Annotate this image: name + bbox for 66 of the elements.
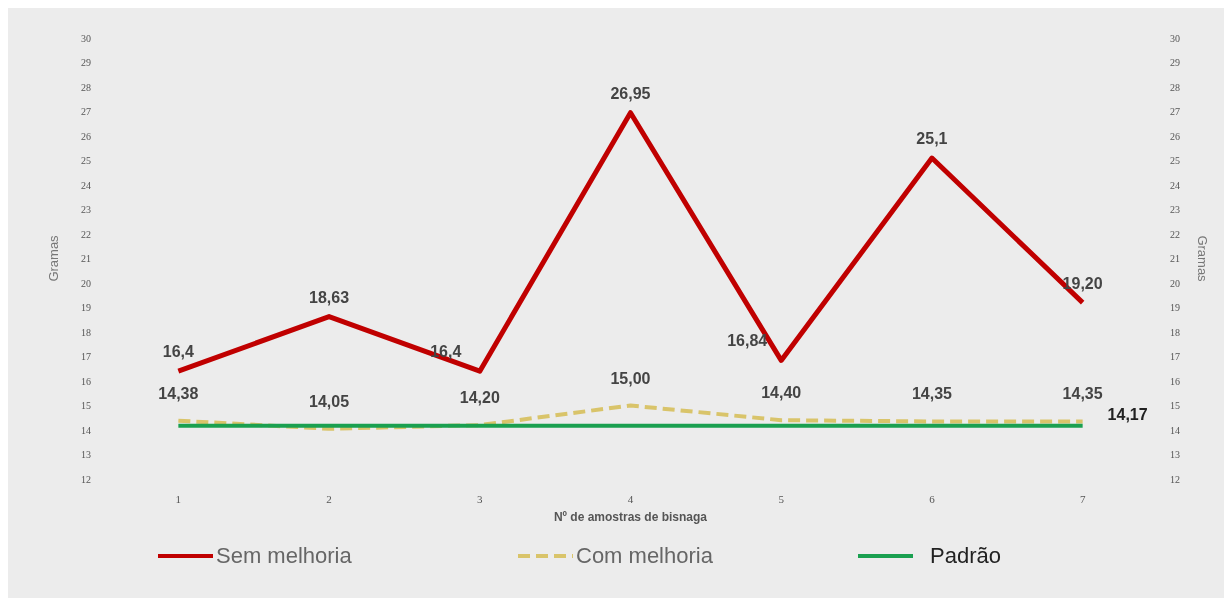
- y-tick-label: 19: [81, 302, 91, 313]
- data-label: 14,40: [761, 384, 802, 402]
- y-tick-label: 26: [81, 130, 91, 142]
- x-tick-label: 7: [1079, 493, 1086, 505]
- y2-axis-title: Gramas: [1195, 235, 1210, 283]
- x-tick-label: 1: [175, 493, 182, 505]
- x-tick-label: 6: [929, 493, 936, 505]
- data-label: 14,20: [459, 389, 500, 407]
- y2-tick-label: 17: [1170, 351, 1180, 362]
- y-tick-label: 15: [81, 400, 91, 411]
- y2-tick-label: 20: [1170, 277, 1180, 289]
- data-label: 14,35: [1062, 385, 1103, 403]
- y2-tick-label: 12: [1170, 473, 1180, 485]
- y2-tick-label: 16: [1170, 375, 1180, 387]
- y2-tick-label: 25: [1170, 155, 1180, 166]
- y-tick-label: 17: [81, 351, 91, 362]
- y-tick-label: 14: [81, 424, 91, 436]
- y2-tick-label: 29: [1170, 57, 1180, 68]
- y-tick-label: 23: [81, 204, 91, 215]
- legend-label: Padrão: [930, 543, 1001, 568]
- y-tick-label: 18: [81, 326, 91, 338]
- y2-tick-label: 13: [1170, 449, 1180, 460]
- data-label: 16,4: [430, 343, 462, 361]
- y2-tick-label: 27: [1170, 106, 1180, 117]
- y2-tick-label: 28: [1170, 81, 1180, 93]
- y-tick-label: 22: [81, 228, 91, 240]
- y-tick-label: 30: [81, 32, 91, 44]
- y2-tick-label: 23: [1170, 204, 1180, 215]
- y2-tick-label: 22: [1170, 228, 1180, 240]
- data-label: 25,1: [916, 130, 948, 148]
- legend-label: Com melhoria: [576, 543, 714, 568]
- data-label: 19,20: [1062, 274, 1103, 292]
- data-label: 16,84: [727, 332, 768, 350]
- y-axis-title: Gramas: [46, 234, 61, 282]
- x-tick-label: 5: [778, 493, 785, 505]
- y-tick-label: 24: [81, 179, 91, 191]
- data-label: 16,4: [162, 343, 195, 361]
- x-axis-title: Nº de amostras de bisnaga: [553, 510, 708, 524]
- y-tick-label: 16: [81, 375, 91, 387]
- x-tick-label: 4: [627, 493, 634, 505]
- data-label: 14,38: [158, 384, 199, 402]
- x-tick-label: 3: [477, 493, 484, 505]
- data-label: 26,95: [610, 84, 651, 102]
- y-tick-label: 12: [81, 473, 91, 485]
- y-tick-label: 28: [81, 81, 91, 93]
- y2-tick-label: 19: [1170, 302, 1180, 313]
- data-label: 14,05: [309, 392, 350, 410]
- y-tick-label: 29: [81, 57, 91, 68]
- data-label: 14,35: [911, 385, 953, 403]
- y-tick-label: 20: [81, 277, 91, 289]
- data-label: 14,17: [1107, 405, 1148, 423]
- y2-tick-label: 30: [1170, 32, 1180, 44]
- y2-tick-label: 14: [1170, 424, 1180, 436]
- y-tick-label: 25: [81, 155, 91, 166]
- y2-tick-label: 15: [1170, 400, 1180, 411]
- y2-tick-label: 26: [1170, 130, 1180, 142]
- data-label: 15,00: [610, 369, 651, 387]
- y-tick-label: 27: [81, 106, 91, 117]
- y2-tick-label: 18: [1170, 326, 1180, 338]
- x-tick-label: 2: [326, 493, 332, 505]
- y-tick-label: 13: [81, 449, 91, 460]
- y2-tick-label: 24: [1170, 179, 1180, 191]
- y-tick-label: 21: [81, 253, 91, 264]
- data-label: 18,63: [309, 288, 350, 306]
- y2-tick-label: 21: [1170, 253, 1180, 264]
- legend-label: Sem melhoria: [216, 543, 353, 568]
